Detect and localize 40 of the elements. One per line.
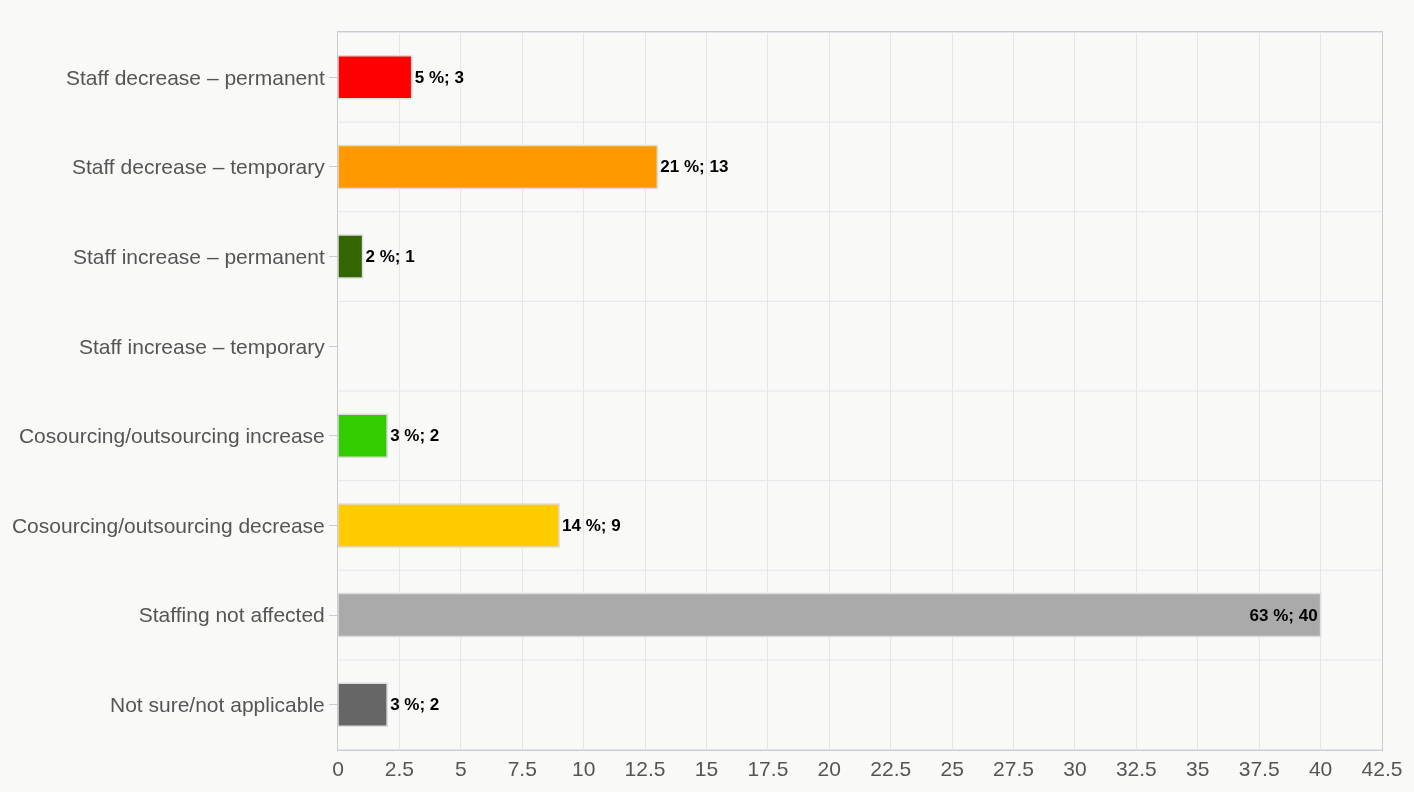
data-label: 21 %; 13 — [660, 157, 729, 177]
x-tick-label: 27.5 — [993, 757, 1034, 781]
y-tick-label: Staff decrease – temporary — [71, 155, 326, 179]
data-label: 14 %; 9 — [562, 515, 621, 535]
y-tick-label: Cosourcing/outsourcing decrease — [11, 513, 325, 537]
x-tick-label: 7.5 — [507, 757, 537, 781]
bar — [338, 592, 1322, 638]
data-label: 2 %; 1 — [365, 247, 415, 267]
x-tick-label: 12.5 — [624, 757, 666, 781]
bar — [338, 234, 364, 279]
x-tick-label: 0 — [332, 757, 344, 781]
x-tick-label: 2.5 — [384, 757, 415, 781]
y-tick-label: Staff increase – permanent — [73, 244, 325, 268]
y-tick-label: Staff increase – temporary — [78, 334, 326, 358]
bar — [338, 144, 659, 190]
x-tick-label: 25 — [940, 757, 964, 781]
x-tick-label: 32.5 — [1115, 757, 1157, 781]
x-tick-label: 22.5 — [870, 757, 912, 781]
x-tick-label: 5 — [454, 757, 467, 781]
bar — [338, 682, 388, 727]
x-tick-label: 42.5 — [1361, 757, 1403, 781]
bar — [338, 55, 413, 100]
x-tick-label: 20 — [817, 757, 841, 781]
data-label: 5 %; 3 — [414, 67, 464, 87]
bar — [338, 503, 560, 548]
data-label: 3 %; 2 — [390, 695, 440, 715]
x-tick-label: 15 — [694, 757, 719, 781]
x-tick-label: 40 — [1308, 757, 1333, 781]
x-tick-label: 37.5 — [1238, 757, 1280, 781]
y-tick-label: Not sure/not applicable — [109, 693, 325, 717]
x-tick-label: 10 — [571, 757, 596, 781]
data-label: 63 %; 40 — [1249, 605, 1318, 625]
y-tick-label: Cosourcing/outsourcing increase — [18, 424, 325, 448]
x-tick-label: 17.5 — [747, 757, 789, 781]
data-label: 3 %; 2 — [390, 426, 440, 446]
x-tick-label: 30 — [1063, 757, 1087, 781]
x-tick-label: 35 — [1186, 757, 1210, 781]
y-tick-label: Staffing not affected — [138, 603, 325, 627]
bar — [338, 413, 388, 459]
y-tick-label: Staff decrease – permanent — [66, 65, 325, 89]
